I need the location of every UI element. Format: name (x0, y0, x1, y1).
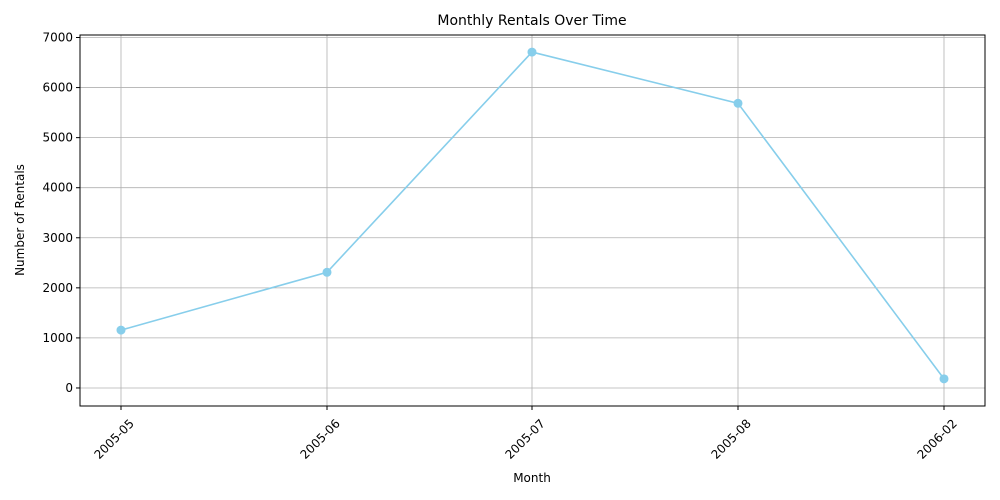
data-point-marker (322, 267, 332, 277)
x-tick-label: 2006-02 (914, 416, 959, 461)
x-tick-label: 2005-07 (502, 416, 547, 461)
chart-title: Monthly Rentals Over Time (437, 13, 626, 29)
series-line-layer (116, 47, 949, 384)
y-tick-label: 3000 (42, 231, 73, 245)
data-point-marker (733, 98, 743, 108)
y-axis-ticks: 0 1000 2000 3000 4000 5000 6000 7000 (42, 31, 80, 395)
x-tick-label: 2005-06 (297, 416, 342, 461)
x-tick-label: 2005-05 (91, 416, 136, 461)
y-tick-label: 6000 (42, 81, 73, 95)
y-tick-label: 2000 (42, 281, 73, 295)
x-tick-label: 2005-08 (708, 416, 753, 461)
plot-area-frame (79, 34, 986, 407)
series-line (120, 51, 945, 380)
y-tick-label: 7000 (42, 31, 73, 45)
y-tick-label: 1000 (42, 331, 73, 345)
data-point-marker (116, 325, 126, 335)
y-axis-label: Number of Rentals (13, 164, 27, 276)
data-point-marker (939, 374, 949, 384)
data-point-marker (527, 47, 537, 57)
x-axis-ticks: 2005-05 2005-06 2005-07 2005-08 2006-02 (91, 406, 960, 462)
x-axis-label: Month (513, 471, 551, 485)
y-tick-label: 0 (65, 381, 73, 395)
y-tick-label: 5000 (42, 131, 73, 145)
y-tick-label: 4000 (42, 181, 73, 195)
grid (80, 35, 985, 406)
